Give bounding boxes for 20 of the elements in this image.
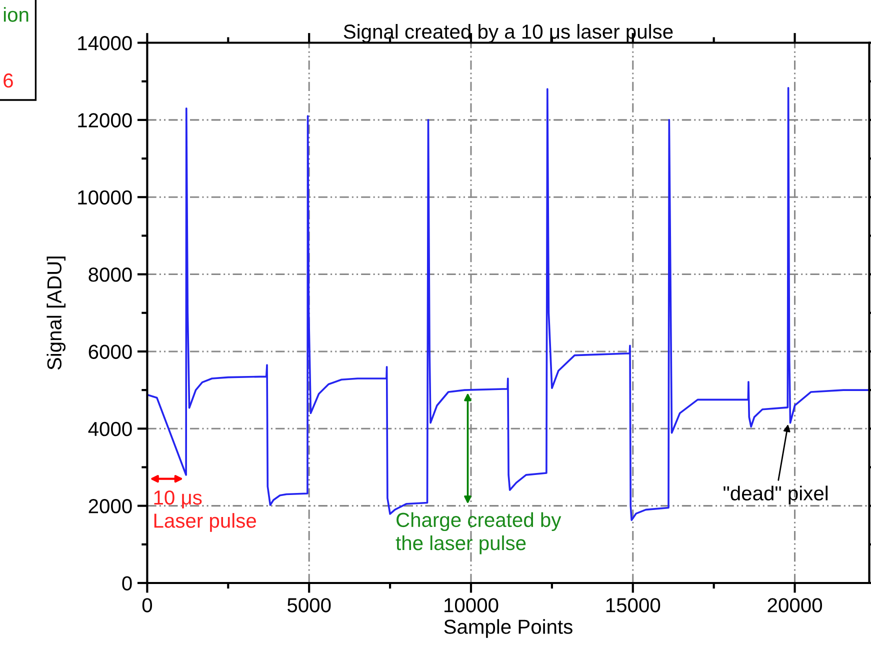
y-axis-title: Signal [ADU]: [46, 256, 66, 370]
x-tick-label: 15000: [606, 598, 660, 612]
x-tick-label: 0: [142, 598, 152, 612]
y-tick-label: 6000: [88, 344, 132, 359]
annotation: "dead" pixel: [724, 486, 828, 504]
x-axis-title: Sample Points: [444, 619, 572, 638]
text: ion: [4, 7, 28, 22]
x-tick-label: 20000: [768, 598, 822, 612]
y-tick-label: 2000: [88, 499, 132, 514]
annotation: Charge created by the laser pulse: [396, 512, 562, 554]
y-tick-label: 4000: [88, 422, 132, 436]
y-tick-label: 8000: [88, 268, 132, 282]
text: 6: [4, 73, 13, 88]
y-tick-label: 10000: [78, 190, 132, 205]
x-tick-label: 10000: [444, 598, 498, 612]
annotation: 10 μs Laser pulse: [154, 490, 256, 532]
y-tick-label: 14000: [78, 36, 132, 50]
y-tick-label: 0: [122, 576, 132, 590]
y-tick-label: 12000: [78, 113, 132, 128]
x-tick-label: 5000: [288, 598, 331, 612]
